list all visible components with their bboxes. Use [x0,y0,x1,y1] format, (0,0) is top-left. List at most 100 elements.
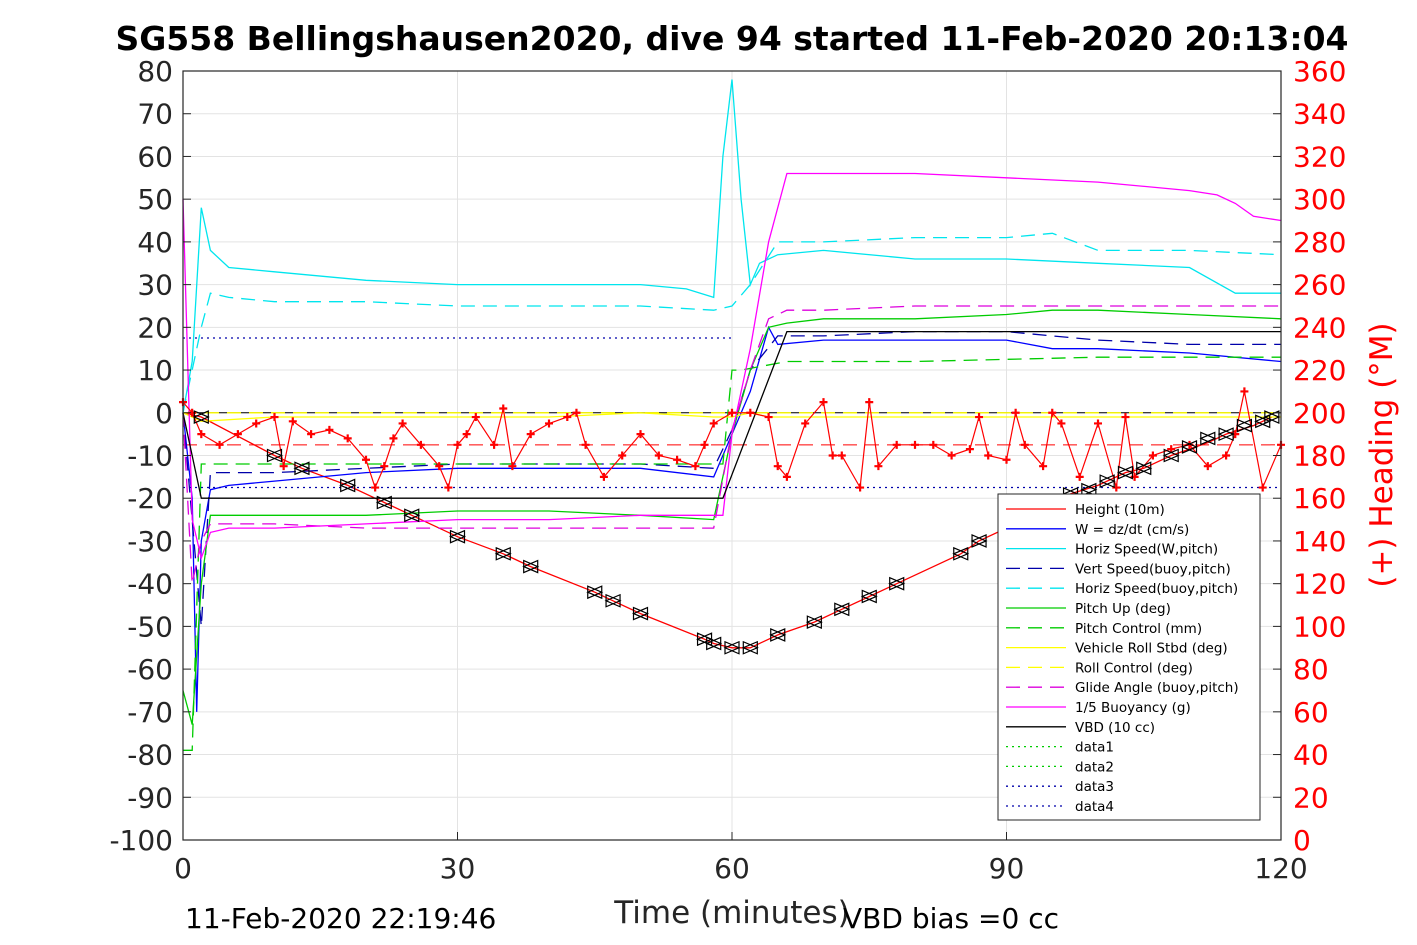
legend-label: data1 [1075,740,1114,756]
heading-point [673,455,682,464]
y-tick-label: 70 [137,98,173,131]
heading-point [490,440,499,449]
heading-point [435,462,444,471]
y-tick-label: -50 [127,610,173,643]
legend-label: Roll Control (deg) [1075,660,1193,676]
heading-point [1002,455,1011,464]
y2-tick-label: 0 [1293,824,1311,857]
depth-marker [448,529,467,544]
legend-label: 1/5 Buoyancy (g) [1075,700,1191,716]
heading-point [1020,440,1029,449]
heading-point [599,472,608,481]
depth-marker [805,615,823,630]
footer-timestamp: 11-Feb-2020 22:19:46 [185,902,496,935]
footer-vbd-bias: VBD bias =0 cc [843,902,1059,935]
x-tick-label: 0 [174,852,192,885]
heading-point [416,440,425,449]
heading-point [1203,462,1212,471]
y2-tick-label: 20 [1293,781,1329,814]
legend-label: Glide Angle (buoy,pitch) [1075,680,1239,696]
heading-point [865,398,874,407]
y-tick-label: 40 [137,226,173,259]
depth-marker [375,495,393,510]
heading-point [453,440,462,449]
y2-tick-label: 140 [1293,525,1346,558]
y2-tick-label: 100 [1293,610,1346,643]
y-tick-label: -90 [127,781,173,814]
y-tick-label: -70 [127,696,173,729]
y2-tick-label: 360 [1293,55,1346,88]
x-tick-label: 120 [1254,852,1307,885]
depth-marker [1180,440,1199,454]
y-tick-label: 80 [137,55,173,88]
depth-marker [860,589,878,604]
heading-point [691,462,700,471]
heading-point [581,440,590,449]
x-tick-label: 60 [714,852,750,885]
series-line [182,232,1282,413]
depth-marker [631,606,650,621]
heading-point [270,413,279,422]
heading-point [1222,451,1231,460]
heading-point [526,430,535,439]
heading-point [856,483,865,492]
heading-point [1048,408,1057,417]
depth-marker [339,478,357,493]
legend: Height (10m) W = dz/dt (cm/s) Horiz Speed(… [997,493,1261,821]
heading-point [1057,419,1066,428]
depth-marker [970,534,988,548]
depth-marker [723,640,741,655]
heading-point [837,451,846,460]
y-tick-label: 10 [137,354,173,387]
y2-tick-label: 180 [1293,440,1346,473]
heading-point [1039,462,1048,471]
heading-point [618,451,627,460]
y2-tick-label: 40 [1293,739,1329,772]
legend-label: Horiz Speed(buoy,pitch) [1075,581,1238,597]
depth-marker [833,602,851,617]
heading-point [828,451,837,460]
depth-marker [1199,431,1217,446]
heading-point [572,408,581,417]
y-tick-label: -60 [127,653,173,686]
heading-point [279,462,288,471]
series-line [182,330,1281,499]
legend-label: data4 [1075,799,1114,815]
series-line [183,356,1281,751]
y2-tick-label: 120 [1293,568,1346,601]
heading-point [929,440,938,449]
depth-marker [888,576,906,591]
depth-marker [1162,448,1180,463]
heading-point [389,434,398,443]
heading-point [371,483,380,492]
heading-point [444,483,453,492]
heading-point [1121,413,1130,422]
depth-marker [1263,410,1281,424]
heading-point [508,462,517,471]
y2-tick-label: 60 [1293,696,1329,729]
y-tick-label: 20 [137,311,173,344]
heading-point [984,451,993,460]
heading-point [1094,419,1102,428]
heading-point [1240,387,1249,396]
heading-point [746,408,755,417]
heading-point [892,440,901,449]
y-tick-label: -80 [127,739,173,772]
y-tick-label: -100 [109,824,173,857]
y2-tick-label: 160 [1293,482,1346,515]
y-axis-ticks: 80 70 60 50 40 30 20 10 0 -10 -20 -30 -40 -50 -60 -70 -8… [109,55,191,857]
depth-marker [705,636,723,651]
series-line [182,305,1281,584]
legend-label: W = dz/dt (cm/s) [1075,522,1189,538]
legend-label: Horiz Speed(W,pitch) [1075,542,1218,558]
depth-marker [1217,427,1235,442]
series-line [182,79,1281,413]
y2-tick-label: 300 [1293,183,1346,216]
heading-point [874,462,883,471]
heading-point [325,425,334,434]
heading-point [1148,451,1157,460]
heading-point [215,440,224,449]
heading-point [911,440,919,449]
heading-point [1258,483,1267,492]
heading-point [471,413,480,422]
